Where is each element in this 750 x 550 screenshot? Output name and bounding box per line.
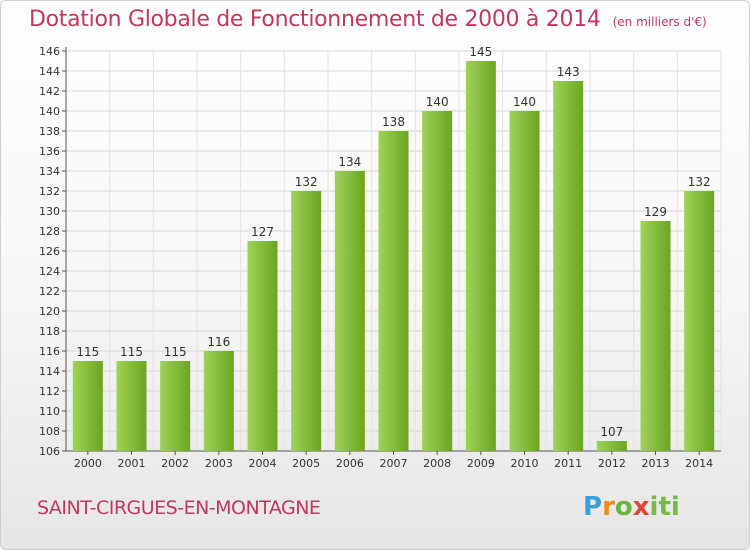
y-tick-label: 108 xyxy=(39,425,60,438)
bar-2002 xyxy=(160,361,191,451)
bar-2014 xyxy=(684,191,715,451)
x-tick-label-2001: 2001 xyxy=(118,457,146,470)
value-label-2007: 138 xyxy=(382,115,405,129)
bar-2007 xyxy=(378,131,409,451)
y-tick-label: 124 xyxy=(39,265,60,278)
value-label-2001: 115 xyxy=(120,345,143,359)
y-tick-label: 140 xyxy=(39,105,60,118)
x-tick-label-2014: 2014 xyxy=(685,457,713,470)
bars xyxy=(72,61,715,451)
y-tick-label: 136 xyxy=(39,145,60,158)
x-tick-label-2012: 2012 xyxy=(598,457,626,470)
bar-2001 xyxy=(116,361,147,451)
bar-2008 xyxy=(422,111,453,451)
value-label-2005: 132 xyxy=(295,175,318,189)
value-label-2013: 129 xyxy=(644,205,667,219)
value-label-2010: 140 xyxy=(513,95,536,109)
y-tick-label: 120 xyxy=(39,305,60,318)
x-tick-label-2013: 2013 xyxy=(642,457,670,470)
bar-2005 xyxy=(291,191,322,451)
chart-title: Dotation Globale de Fonctionnement de 20… xyxy=(29,7,601,32)
value-label-2006: 134 xyxy=(338,155,361,169)
y-tick-label: 122 xyxy=(39,285,60,298)
bar-2009 xyxy=(465,61,496,451)
value-label-2008: 140 xyxy=(426,95,449,109)
x-tick-label-2002: 2002 xyxy=(161,457,189,470)
y-tick-label: 114 xyxy=(39,365,60,378)
value-label-2000: 115 xyxy=(76,345,99,359)
y-tick-label: 146 xyxy=(39,45,60,58)
x-tick-label-2008: 2008 xyxy=(423,457,451,470)
bar-2011 xyxy=(553,81,584,451)
y-tick-label: 116 xyxy=(39,345,60,358)
x-tick-label-2000: 2000 xyxy=(74,457,102,470)
chart-subtitle: (en milliers d'€) xyxy=(612,15,707,29)
value-label-2012: 107 xyxy=(600,425,623,439)
y-tick-label: 142 xyxy=(39,85,60,98)
y-tick-label: 144 xyxy=(39,65,60,78)
y-tick-label: 138 xyxy=(39,125,60,138)
x-tick-label-2003: 2003 xyxy=(205,457,233,470)
y-tick-label: 126 xyxy=(39,245,60,258)
bar-2003 xyxy=(203,351,234,451)
bar-2000 xyxy=(72,361,103,451)
value-label-2003: 116 xyxy=(207,335,230,349)
y-tick-label: 128 xyxy=(39,225,60,238)
bar-2006 xyxy=(334,171,365,451)
bar-2004 xyxy=(247,241,278,451)
value-label-2014: 132 xyxy=(688,175,711,189)
x-tick-label-2007: 2007 xyxy=(380,457,408,470)
bar-2012 xyxy=(596,441,627,451)
value-label-2002: 115 xyxy=(164,345,187,359)
x-tick-label-2009: 2009 xyxy=(467,457,495,470)
labels: 115 2000 115 2001 115 2002 116 2003 127 2004 132 20… xyxy=(74,45,713,470)
bar-2013 xyxy=(640,221,671,451)
value-label-2004: 127 xyxy=(251,225,274,239)
y-tick-label: 132 xyxy=(39,185,60,198)
y-tick-label: 134 xyxy=(39,165,60,178)
y-tick-label: 110 xyxy=(39,405,60,418)
bar-2010 xyxy=(509,111,540,451)
proxiti-logo: Proxiti xyxy=(583,492,680,522)
town-name: SAINT-CIRGUES-EN-MONTAGNE xyxy=(37,497,321,519)
value-label-2009: 145 xyxy=(469,45,492,59)
value-label-2011: 143 xyxy=(557,65,580,79)
x-tick-label-2006: 2006 xyxy=(336,457,364,470)
svg-text:Proxiti: Proxiti xyxy=(583,492,680,522)
y-tick-label: 118 xyxy=(39,325,60,338)
x-tick-label-2005: 2005 xyxy=(292,457,320,470)
x-tick-label-2004: 2004 xyxy=(249,457,277,470)
y-tick-label: 112 xyxy=(39,385,60,398)
x-tick-label-2011: 2011 xyxy=(554,457,582,470)
title-row: Dotation Globale de Fonctionnement de 20… xyxy=(29,7,707,32)
y-tick-label: 130 xyxy=(39,205,60,218)
y-tick-label: 106 xyxy=(39,445,60,458)
x-tick-label-2010: 2010 xyxy=(511,457,539,470)
